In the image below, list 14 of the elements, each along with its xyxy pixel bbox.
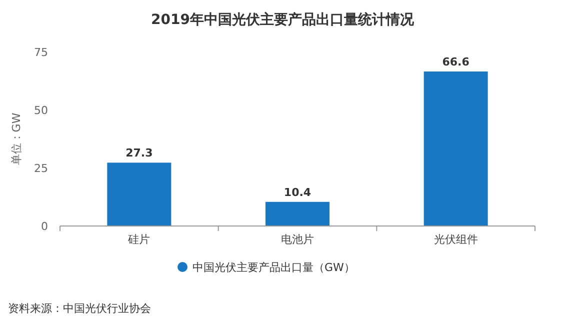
- xtick: 硅片: [128, 233, 150, 246]
- xtick: 光伏组件: [434, 233, 478, 246]
- annotation: 资料来源：中国光伏行业协会: [8, 302, 151, 315]
- ytick: 75: [34, 46, 48, 59]
- ylabel: 单位：GW: [10, 112, 23, 166]
- ytick: 0: [41, 220, 48, 233]
- data-label: 66.6: [442, 56, 470, 68]
- data-label: 10.4: [284, 186, 312, 199]
- title: 2019年中国光伏主要产品出口量统计情况: [151, 12, 414, 28]
- ytick: 50: [34, 104, 48, 117]
- data-label: 27.3: [126, 146, 153, 160]
- xtick: 电池片: [281, 233, 314, 246]
- ytick: 25: [34, 162, 48, 175]
- legend: 中国光伏主要产品出口量（GW）: [192, 261, 355, 274]
